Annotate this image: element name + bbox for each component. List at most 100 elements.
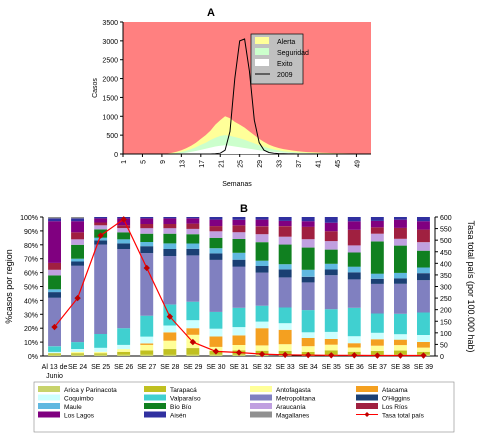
legend-label: Alerta bbox=[277, 39, 295, 46]
legend-swatch bbox=[144, 411, 166, 418]
bar-segment bbox=[394, 345, 407, 351]
bar-segment bbox=[186, 217, 200, 219]
y2-tick-label: 150 bbox=[440, 319, 452, 326]
y-tick-label: 60% bbox=[24, 271, 38, 278]
bar-segment bbox=[209, 231, 223, 238]
bar-segment bbox=[163, 349, 177, 355]
bar-segment bbox=[324, 339, 338, 345]
bar-segment bbox=[163, 228, 177, 234]
bar-segment bbox=[324, 231, 338, 242]
legend-label: Magallanes bbox=[276, 413, 310, 420]
bar-segment bbox=[255, 217, 269, 220]
bar-segment bbox=[301, 310, 315, 333]
legend-swatch bbox=[250, 403, 272, 409]
bar-segment bbox=[347, 347, 361, 352]
bar-segment bbox=[347, 217, 361, 222]
legend-swatch bbox=[356, 386, 378, 392]
chart-b: 0% 10% 20% 30% 40% 50% 60% 70% 80% 90% 100% 0 50 100 1… bbox=[4, 215, 476, 433]
bar-segment bbox=[347, 272, 361, 280]
bar-segment bbox=[370, 345, 384, 351]
bar-segment bbox=[370, 217, 384, 221]
y2-tick-label: 400 bbox=[440, 261, 452, 268]
bar-segment bbox=[71, 342, 84, 349]
y2-tick-label: 50 bbox=[440, 342, 448, 349]
bar-segment bbox=[71, 351, 84, 354]
bar-segment bbox=[140, 228, 154, 234]
legend-label: Maule bbox=[64, 404, 82, 411]
bar-segment bbox=[94, 218, 108, 223]
bar-segment bbox=[163, 224, 177, 229]
bar-segment bbox=[94, 217, 108, 219]
bar-segment bbox=[324, 222, 338, 232]
bar-segment bbox=[255, 345, 269, 351]
bar-segment bbox=[394, 217, 407, 220]
bar-segment bbox=[48, 262, 61, 270]
bar-segment bbox=[71, 354, 84, 356]
panel-a-label: A bbox=[207, 7, 215, 19]
legend-box-b bbox=[33, 381, 455, 433]
bar-segment bbox=[394, 272, 407, 279]
bar-segment bbox=[117, 228, 131, 233]
bar-segment bbox=[255, 242, 269, 261]
bar-segment bbox=[417, 267, 430, 274]
legend-label: Los Lagos bbox=[64, 413, 95, 420]
bar-segment bbox=[94, 334, 108, 348]
bar-segment bbox=[417, 334, 430, 342]
bar-segment bbox=[394, 339, 407, 346]
legend-label: Bío Bío bbox=[170, 404, 192, 411]
bar-segment bbox=[94, 351, 108, 354]
bar-segment bbox=[48, 275, 61, 290]
y-tick-label: 3500 bbox=[102, 20, 118, 27]
bar-segment bbox=[417, 280, 430, 313]
x-tick-label: SE 29 bbox=[183, 364, 202, 371]
y2-tick-label: 350 bbox=[440, 273, 452, 280]
bar-segment bbox=[117, 249, 131, 329]
x-tick-label: SE 28 bbox=[160, 364, 179, 371]
legend-swatch bbox=[250, 386, 272, 392]
line-2009 bbox=[123, 38, 371, 155]
bar-segment bbox=[186, 234, 200, 244]
bar-segment bbox=[278, 217, 292, 221]
y-axis-label: Casos bbox=[92, 78, 99, 98]
y2-tick-label: 250 bbox=[440, 296, 452, 303]
line-marker bbox=[51, 323, 58, 331]
legend-label: Aisén bbox=[170, 413, 187, 420]
x-tick-label: SE 27 bbox=[137, 364, 156, 371]
bar-segment bbox=[370, 233, 384, 242]
x-tick-label: Al 13 de bbox=[42, 364, 68, 371]
bar-segment bbox=[186, 255, 200, 302]
bar-segment bbox=[117, 225, 131, 229]
bar-segment bbox=[94, 240, 108, 245]
y-tick-label: 90% bbox=[24, 229, 38, 236]
bar-segment bbox=[278, 307, 292, 324]
bar-segment bbox=[347, 279, 361, 308]
line-marker bbox=[374, 352, 381, 359]
x-tick-label: 29 bbox=[257, 160, 264, 168]
bar-segment bbox=[140, 343, 154, 345]
y-tick-label: 40% bbox=[24, 298, 38, 305]
bar-segment bbox=[140, 344, 154, 351]
bar-segment bbox=[370, 313, 384, 333]
bar-segment bbox=[117, 328, 131, 345]
x-tick-label: 25 bbox=[238, 160, 245, 168]
legend-swatch bbox=[144, 394, 166, 401]
bar-segment bbox=[163, 340, 177, 349]
y2-tick-label: 0 bbox=[440, 354, 444, 361]
bar-segment bbox=[186, 320, 200, 329]
x-tick-label: 17 bbox=[199, 160, 206, 168]
bar-segment bbox=[94, 225, 108, 230]
legend-label: Tasa total país bbox=[382, 413, 425, 420]
legend-swatch bbox=[255, 37, 269, 44]
bar-segment bbox=[48, 269, 61, 276]
legend-label: Tarapacá bbox=[170, 387, 197, 394]
x-tick-label-2: Junio bbox=[46, 373, 63, 380]
bar-segment bbox=[163, 325, 177, 333]
legend-swatch-marker bbox=[364, 412, 370, 417]
x-tick-label: SE 32 bbox=[253, 364, 272, 371]
bar-segment bbox=[140, 253, 154, 316]
y-tick-label: 20% bbox=[24, 326, 38, 333]
line-marker bbox=[235, 349, 243, 356]
x-tick-label: SE 37 bbox=[368, 364, 387, 371]
line-marker bbox=[120, 216, 127, 223]
